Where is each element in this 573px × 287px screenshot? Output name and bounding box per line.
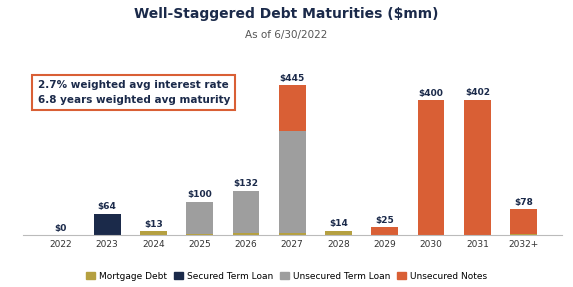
Bar bbox=[325, 231, 352, 235]
Bar bbox=[140, 231, 167, 235]
Text: $64: $64 bbox=[97, 202, 116, 211]
Bar bbox=[186, 201, 213, 234]
Bar bbox=[371, 227, 398, 235]
Bar bbox=[418, 100, 445, 235]
Text: $445: $445 bbox=[280, 74, 305, 83]
Legend: Mortgage Debt, Secured Term Loan, Unsecured Term Loan, Unsecured Notes: Mortgage Debt, Secured Term Loan, Unsecu… bbox=[84, 270, 489, 282]
Text: $14: $14 bbox=[329, 219, 348, 228]
Text: 2.7% weighted avg interest rate
6.8 years weighted avg maturity: 2.7% weighted avg interest rate 6.8 year… bbox=[38, 80, 230, 105]
Text: $400: $400 bbox=[419, 89, 444, 98]
Text: Well-Staggered Debt Maturities ($mm): Well-Staggered Debt Maturities ($mm) bbox=[134, 7, 439, 21]
Bar bbox=[510, 234, 537, 235]
Text: $402: $402 bbox=[465, 88, 490, 97]
Bar bbox=[279, 131, 305, 233]
Bar bbox=[510, 209, 537, 234]
Text: $132: $132 bbox=[233, 179, 258, 188]
Bar bbox=[464, 100, 491, 235]
Bar bbox=[233, 233, 260, 235]
Bar bbox=[186, 234, 213, 235]
Text: $0: $0 bbox=[54, 224, 67, 233]
Text: $78: $78 bbox=[514, 198, 533, 207]
Text: As of 6/30/2022: As of 6/30/2022 bbox=[245, 30, 328, 40]
Text: $100: $100 bbox=[187, 190, 212, 199]
Bar bbox=[279, 85, 305, 131]
Bar bbox=[93, 214, 120, 235]
Bar bbox=[233, 191, 260, 233]
Text: $25: $25 bbox=[375, 216, 394, 224]
Text: $13: $13 bbox=[144, 220, 163, 228]
Bar bbox=[279, 233, 305, 235]
